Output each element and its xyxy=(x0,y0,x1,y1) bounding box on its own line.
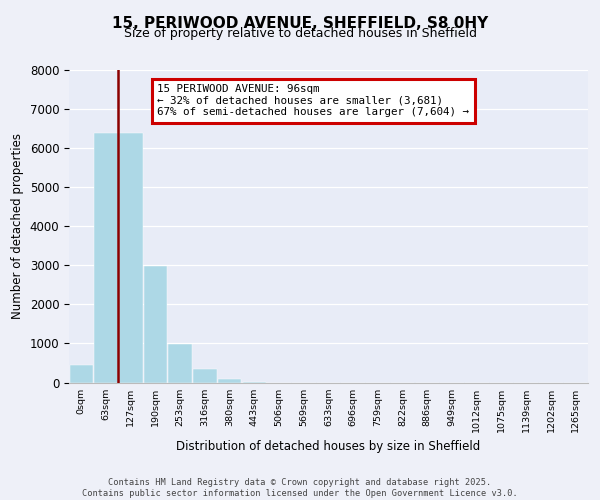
Text: Contains HM Land Registry data © Crown copyright and database right 2025.
Contai: Contains HM Land Registry data © Crown c… xyxy=(82,478,518,498)
Text: Size of property relative to detached houses in Sheffield: Size of property relative to detached ho… xyxy=(124,26,476,40)
Text: 15, PERIWOOD AVENUE, SHEFFIELD, S8 0HY: 15, PERIWOOD AVENUE, SHEFFIELD, S8 0HY xyxy=(112,16,488,31)
Bar xyxy=(94,132,118,382)
Bar xyxy=(70,365,93,382)
X-axis label: Distribution of detached houses by size in Sheffield: Distribution of detached houses by size … xyxy=(176,440,481,453)
Text: 15 PERIWOOD AVENUE: 96sqm
← 32% of detached houses are smaller (3,681)
67% of se: 15 PERIWOOD AVENUE: 96sqm ← 32% of detac… xyxy=(157,84,469,117)
Bar xyxy=(144,266,167,382)
Y-axis label: Number of detached properties: Number of detached properties xyxy=(11,133,24,320)
Bar xyxy=(119,132,143,382)
Bar xyxy=(193,369,217,382)
Bar xyxy=(169,344,192,383)
Bar xyxy=(218,380,241,382)
